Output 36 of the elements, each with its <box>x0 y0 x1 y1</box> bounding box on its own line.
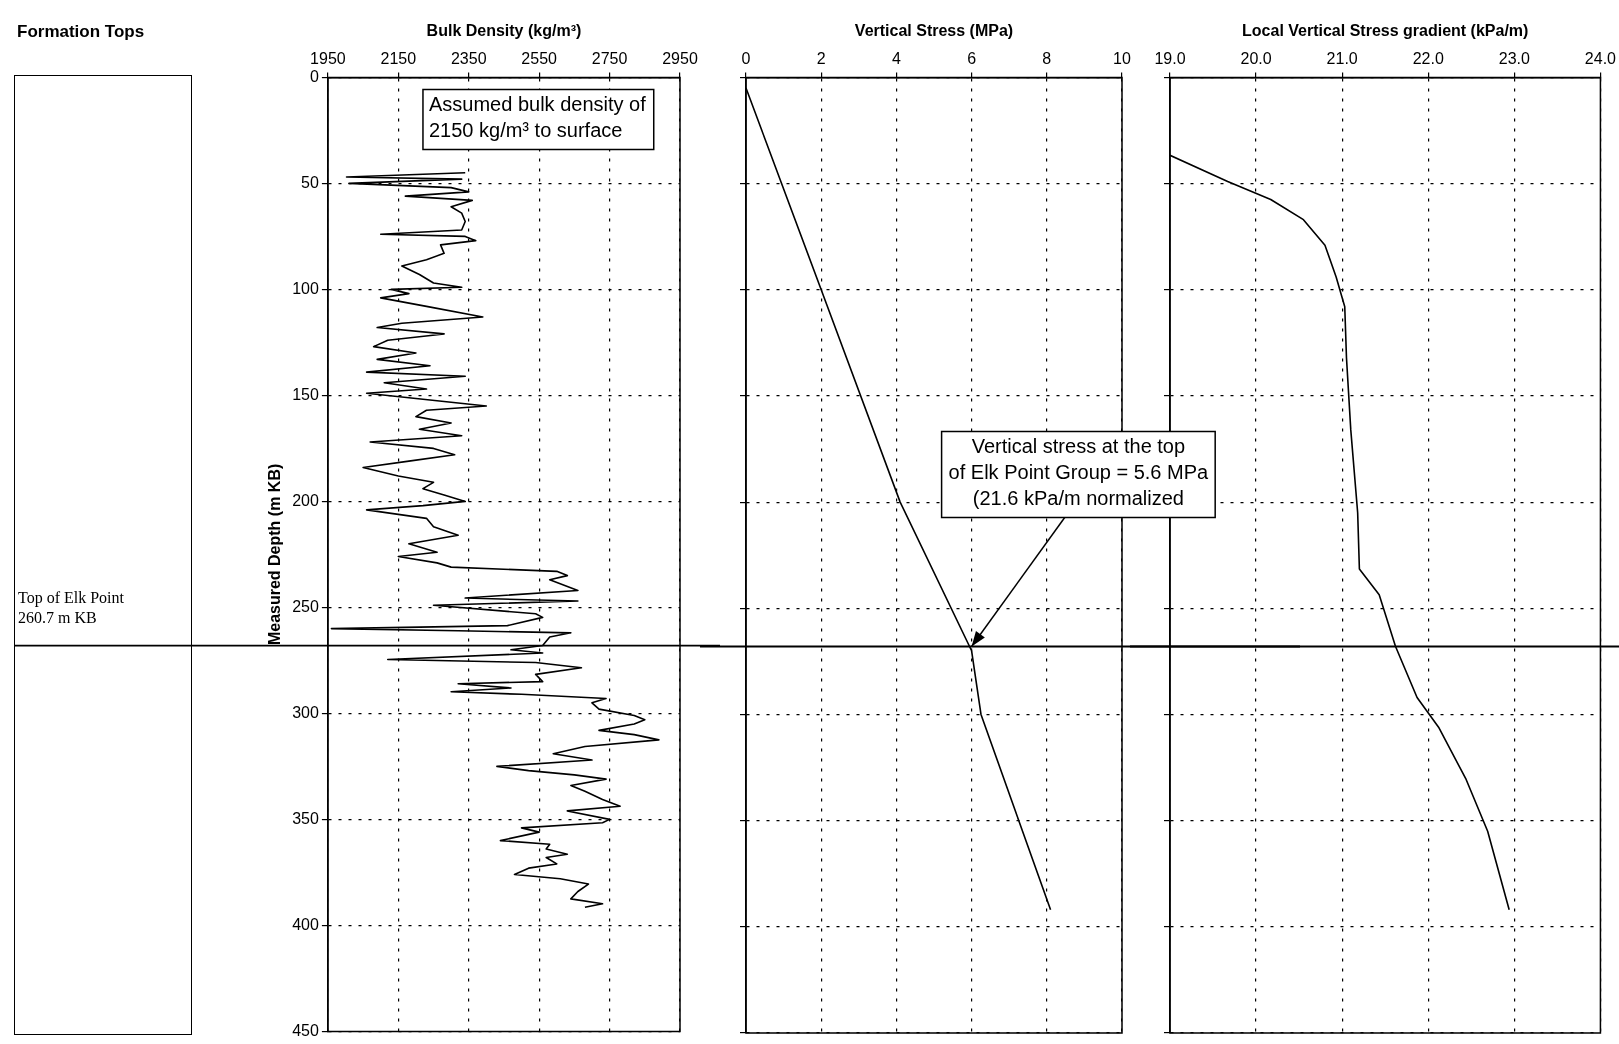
y-tick-label: 0 <box>309 67 319 85</box>
x-tick-label: 23.0 <box>1498 50 1531 68</box>
y-tick-label: 50 <box>301 173 319 191</box>
y-tick-label: 100 <box>292 279 319 297</box>
x-tick-label: 1950 <box>310 50 346 68</box>
y-tick-label: 200 <box>292 491 319 509</box>
x-tick-label: 2550 <box>521 50 558 68</box>
y-axis-title: Measured Depth (m KB) <box>266 463 284 646</box>
x-axis-title: Local Vertical Stress gradient (kPa/m) <box>1242 22 1529 40</box>
annotation: Assumed bulk density of 2150 kg/m³ to surface <box>428 92 647 141</box>
y-tick-label: 300 <box>292 703 319 721</box>
y-tick-label: 350 <box>292 809 319 827</box>
x-tick-label: 4 <box>891 50 901 68</box>
x-axis-title: Vertical Stress (MPa) <box>854 22 1014 40</box>
text: Formation Tops <box>17 22 145 42</box>
x-tick-label: 2350 <box>450 50 487 68</box>
y-tick-label: 450 <box>292 1021 319 1039</box>
annotation: Vertical stress at the top of Elk Point Group = 5.6 MPa (21.6 kPa/m normalized <box>948 435 1210 510</box>
x-tick-label: 24.0 <box>1584 50 1617 68</box>
x-tick-label: 0 <box>741 50 751 68</box>
x-tick-label: 21.0 <box>1326 50 1358 68</box>
text: Top of Elk Point 260.7 m KB <box>18 588 124 628</box>
x-tick-label: 2 <box>816 50 826 68</box>
x-tick-label: 2750 <box>591 50 628 68</box>
x-tick-label: 20.0 <box>1240 50 1272 68</box>
x-tick-label: 22.0 <box>1412 50 1444 68</box>
x-tick-label: 2150 <box>380 50 417 68</box>
y-tick-label: 250 <box>292 597 319 615</box>
x-tick-label: 8 <box>1042 50 1052 68</box>
x-axis-title: Bulk Density (kg/m³) <box>426 22 582 40</box>
y-tick-label: 400 <box>292 915 319 933</box>
x-tick-label: 10 <box>1113 50 1131 68</box>
x-tick-label: 2950 <box>662 50 698 68</box>
x-tick-label: 6 <box>967 50 977 68</box>
y-tick-label: 150 <box>292 385 319 403</box>
x-tick-label: 19.0 <box>1154 50 1186 68</box>
